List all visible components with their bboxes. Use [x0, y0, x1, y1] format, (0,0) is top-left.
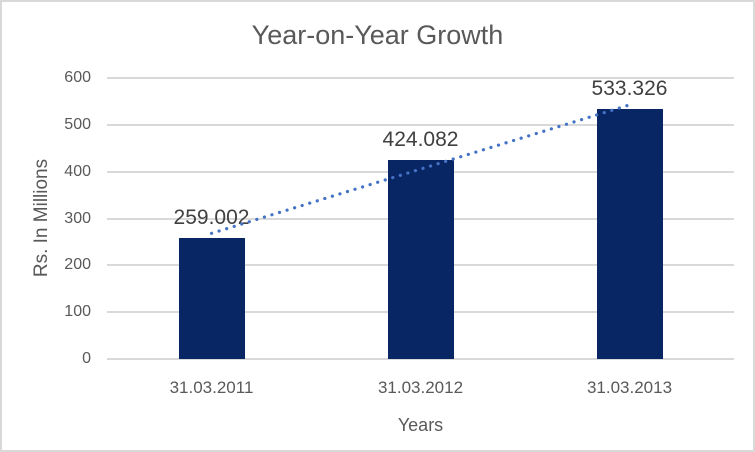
gridline — [107, 123, 734, 126]
bar — [387, 160, 454, 359]
x-tick-label: 31.03.2011 — [169, 378, 254, 397]
y-tick-label: 200 — [64, 256, 91, 274]
y-tick-label: 400 — [64, 162, 91, 180]
y-tick-label: 300 — [64, 209, 91, 227]
x-tick-label: 31.03.2013 — [586, 378, 673, 397]
y-tick-label: 500 — [64, 115, 91, 133]
bars-layer: 259.002 424.082 533.326 — [107, 77, 734, 359]
bar-data-label: 533.326 — [591, 77, 668, 101]
x-tick-label: 31.03.2012 — [377, 378, 464, 397]
y-tick-label: 0 — [82, 350, 91, 367]
y-tick-label: 100 — [64, 303, 91, 321]
gridline — [107, 77, 734, 79]
x-axis-title: Years — [397, 415, 444, 435]
bar-data-label: 259.002 — [173, 205, 250, 229]
y-tick-label: 600 — [64, 69, 91, 86]
bar-data-label: 424.082 — [382, 128, 459, 152]
bar — [178, 237, 245, 359]
trendline-dotted — [209, 103, 632, 235]
gridline — [107, 358, 734, 360]
plot-area: 259.002 424.082 533.326 — [107, 77, 734, 360]
bar — [596, 109, 663, 359]
trendline-segment — [209, 103, 632, 235]
chart-title: Year-on-Year Growth — [251, 20, 504, 50]
